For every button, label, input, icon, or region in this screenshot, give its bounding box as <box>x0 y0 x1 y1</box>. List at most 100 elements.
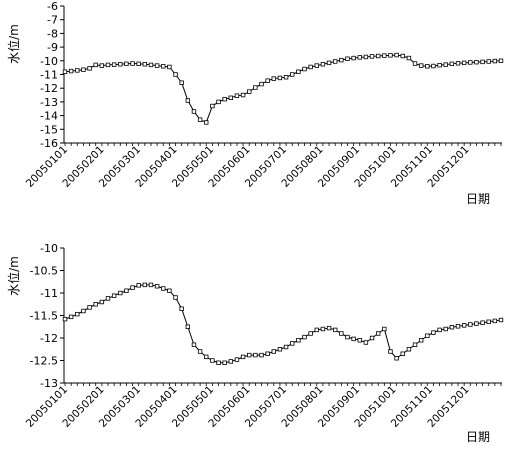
data-point <box>412 342 418 347</box>
data-point <box>486 59 491 64</box>
data-point <box>443 326 448 332</box>
data-point <box>99 63 105 68</box>
data-point <box>369 335 375 341</box>
data-point <box>210 358 215 363</box>
data-point <box>498 317 504 323</box>
data-point <box>437 327 442 333</box>
data-point <box>320 326 326 332</box>
y-tick-label: -10 <box>40 55 58 68</box>
data-point <box>154 284 160 289</box>
y-axis-label: 水位/m <box>6 24 21 64</box>
data-point <box>99 299 105 305</box>
data-point <box>474 59 479 65</box>
data-point <box>498 58 504 63</box>
data-point <box>320 62 326 67</box>
y-tick-label: -6 <box>47 0 58 13</box>
data-point <box>455 61 461 66</box>
data-point <box>148 282 154 288</box>
y-tick-label: -10.5 <box>30 265 58 278</box>
data-point <box>161 286 166 291</box>
data-point <box>332 59 338 64</box>
data-point <box>185 324 191 329</box>
data-point <box>412 61 418 66</box>
data-point <box>222 96 227 102</box>
data-point <box>418 338 424 343</box>
data-point <box>179 80 184 85</box>
y-tick-label: -13 <box>40 377 58 390</box>
y-tick-label: -8 <box>47 27 58 40</box>
data-point <box>290 72 295 77</box>
data-point <box>247 89 252 94</box>
data-point <box>461 60 467 66</box>
data-point <box>369 54 375 59</box>
x-axis-label: 日期 <box>466 430 490 444</box>
data-point <box>345 56 350 61</box>
data-point <box>449 61 455 67</box>
data-point <box>271 349 276 354</box>
data-point <box>259 81 264 87</box>
data-point <box>326 60 332 66</box>
data-point <box>228 359 234 364</box>
y-tick-label: -10 <box>40 242 58 255</box>
data-point <box>105 62 111 68</box>
data-point <box>130 285 135 290</box>
data-point <box>179 306 184 311</box>
data-point <box>93 62 98 68</box>
data-point <box>204 354 209 360</box>
y-tick-label: -14 <box>40 110 58 123</box>
data-point <box>388 349 393 354</box>
data-point <box>204 120 209 125</box>
y-tick-label: -15 <box>40 123 58 136</box>
data-point <box>314 63 319 68</box>
y-tick-label: -13 <box>40 96 58 109</box>
data-point <box>339 57 344 63</box>
data-point <box>290 341 295 346</box>
data-point <box>326 325 332 331</box>
data-point <box>154 63 160 68</box>
data-point <box>240 354 246 360</box>
data-point <box>105 296 111 301</box>
data-point <box>431 63 436 69</box>
data-point <box>375 53 381 59</box>
y-tick-label: -16 <box>40 137 58 150</box>
data-point <box>81 67 86 72</box>
data-point <box>468 60 473 65</box>
y-tick-label: -9 <box>47 41 58 54</box>
data-point <box>142 282 148 288</box>
data-point <box>216 99 221 105</box>
data-point <box>314 327 319 333</box>
data-point <box>400 351 405 356</box>
data-point <box>283 344 289 350</box>
data-point <box>265 78 270 83</box>
data-point <box>400 53 405 59</box>
data-point <box>216 360 221 365</box>
data-point <box>185 98 191 103</box>
data-point <box>118 290 123 296</box>
data-point <box>431 330 436 335</box>
data-point <box>382 53 387 58</box>
data-point <box>148 62 154 68</box>
data-point <box>68 314 74 320</box>
data-point <box>296 69 301 74</box>
data-point <box>425 333 430 338</box>
data-point <box>191 109 197 114</box>
data-point <box>394 52 399 58</box>
data-point <box>191 342 197 347</box>
data-point <box>363 54 369 60</box>
data-point <box>142 62 148 67</box>
data-point <box>474 321 479 326</box>
data-point <box>302 66 307 72</box>
data-point <box>124 61 129 67</box>
data-point <box>492 58 498 64</box>
data-point <box>197 117 203 122</box>
data-point <box>271 76 276 81</box>
data-point <box>339 331 344 336</box>
y-tick-label: -12.5 <box>30 355 58 368</box>
data-point <box>130 61 135 66</box>
data-point <box>296 338 301 343</box>
data-point <box>68 68 74 74</box>
data-point <box>345 334 350 340</box>
data-point <box>161 64 166 69</box>
data-point <box>461 323 467 328</box>
data-point <box>124 288 129 293</box>
